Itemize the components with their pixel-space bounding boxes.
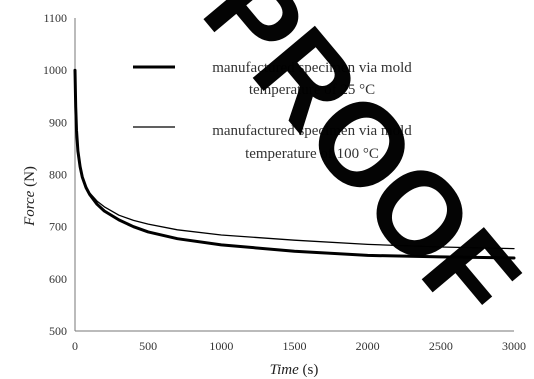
legend-label-2-line-1: manufactured specimen via mold [212,123,412,139]
x-tick-label: 0 [72,339,78,353]
x-tick-label: 1500 [283,339,307,353]
legend-label-2-line-2: temperature of 100 °C [245,146,379,162]
y-axis-label-italic: Force [22,190,38,227]
x-axis-label-italic: Time [270,362,300,378]
y-tick-label: 900 [49,115,67,129]
legend: manufactured specimen via mold temperatur… [133,60,412,162]
x-axis-label: Time (s) [270,362,319,378]
x-tick-label: 1000 [209,339,233,353]
legend-label-1-line-1: manufactured specimen via mold [212,60,412,76]
y-axis-label-unit: (N) [22,166,38,187]
y-tick-label: 800 [49,168,67,182]
y-tick-label: 1100 [43,11,67,25]
y-tick-label: 500 [49,324,67,338]
x-axis-label-unit: (s) [303,362,319,378]
watermark-text: PROOF [178,0,534,344]
x-tick-label: 500 [139,339,157,353]
y-tick-label: 600 [49,272,67,286]
tick-labels: 500 600 700 800 900 1000 1100 0 500 1000 1500 2000 2… [43,11,526,353]
x-tick-label: 2500 [429,339,453,353]
series-lines [73,68,516,260]
legend-label-1-line-2: temperature of 25 °C [249,82,375,98]
watermark: PROOF [178,0,534,344]
series-line-2 [74,69,515,250]
x-tick-label: 2000 [356,339,380,353]
x-tick-label: 3000 [502,339,526,353]
y-axis-label: Force (N) [22,166,38,227]
y-tick-label: 1000 [43,63,67,77]
y-tick-label: 700 [49,220,67,234]
